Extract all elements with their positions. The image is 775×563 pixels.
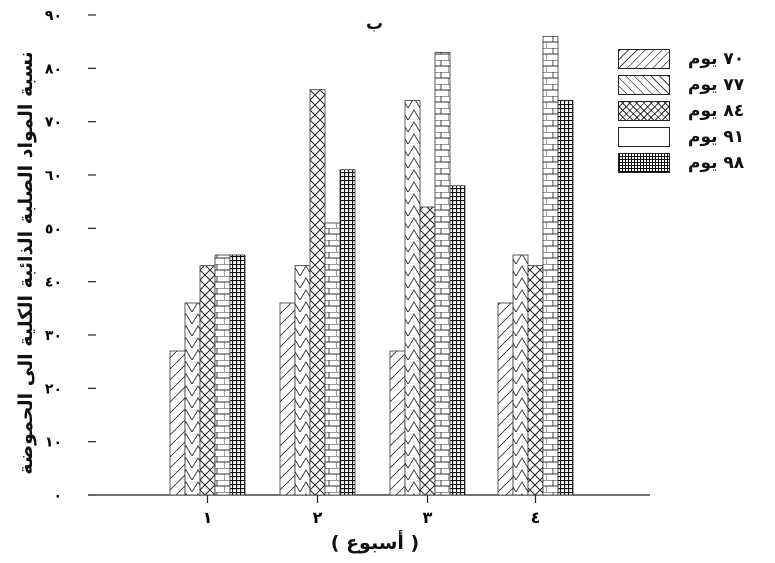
legend-item: ٩١ يوم	[618, 124, 768, 150]
x-tick-label: ١	[203, 508, 213, 527]
legend-swatch	[618, 101, 670, 121]
y-tick-label: ٣٠	[45, 328, 62, 344]
bar	[214, 254, 231, 496]
legend-swatch	[618, 153, 670, 173]
bar	[169, 350, 186, 496]
y-tick-label: ٨٠	[45, 61, 62, 77]
x-tick-label: ٤	[531, 508, 541, 527]
y-tick-label: ٩٠	[45, 8, 62, 24]
y-axis-label: نسبة المواد الصلبة الذائبة الكلية الى ال…	[15, 51, 37, 475]
bar	[449, 185, 466, 496]
legend-label: ٧٧ يوم	[688, 75, 745, 95]
bar	[324, 222, 341, 496]
bar	[339, 169, 356, 496]
bar	[434, 51, 451, 496]
bar	[294, 265, 311, 496]
y-tick-label: ٧٠	[45, 115, 62, 131]
bar	[527, 265, 544, 496]
legend-item: ٨٤ يوم	[618, 98, 768, 124]
legend-item: ٧٧ يوم	[618, 72, 768, 98]
legend-label: ٨٤ يوم	[688, 101, 745, 121]
bar	[497, 302, 514, 496]
bar	[389, 350, 406, 496]
x-tick-label: ٣	[423, 508, 433, 527]
x-axis-label: ( أسبوع )	[330, 532, 420, 554]
legend-item: ٩٨ يوم	[618, 150, 768, 176]
bar	[419, 206, 436, 496]
bar	[279, 302, 296, 496]
legend: ٧٠ يوم ٧٧ يوم ٨٤ يوم ٩١ يوم ٩٨ يوم	[618, 46, 768, 176]
legend-item: ٧٠ يوم	[618, 46, 768, 72]
chart-title: ب	[366, 14, 384, 34]
y-tick-label: ٤٠	[45, 275, 62, 291]
bar	[512, 254, 529, 496]
legend-swatch	[618, 49, 670, 69]
bar	[199, 265, 216, 496]
bar	[404, 99, 421, 496]
legend-label: ٧٠ يوم	[688, 49, 745, 69]
legend-label: ٩٨ يوم	[688, 153, 745, 173]
legend-swatch	[618, 75, 670, 95]
x-tick-label: ٢	[313, 508, 323, 527]
bar	[557, 99, 574, 496]
bar	[184, 302, 201, 496]
legend-swatch	[618, 127, 670, 147]
y-tick-label: ٢٠	[45, 381, 62, 397]
y-tick-label: ٠	[53, 488, 62, 504]
y-tick-label: ٥٠	[45, 221, 62, 237]
bar	[309, 89, 326, 496]
y-tick-label: ٦٠	[45, 168, 62, 184]
legend-label: ٩١ يوم	[688, 127, 745, 147]
bar	[229, 254, 246, 496]
y-tick-label: ١٠	[45, 435, 62, 451]
bar	[542, 35, 559, 496]
